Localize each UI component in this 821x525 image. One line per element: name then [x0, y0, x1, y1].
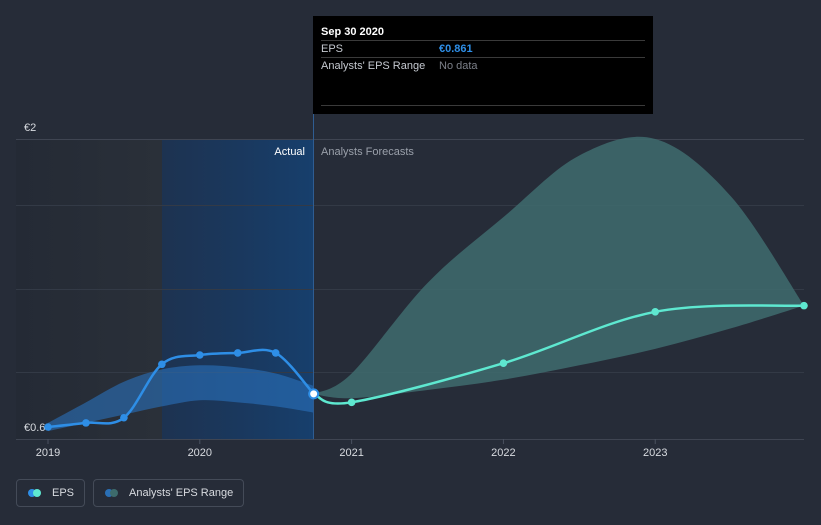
eps-range-past-area	[48, 365, 314, 432]
actual-section-label: Actual	[274, 146, 305, 158]
eps-forecast-point[interactable]	[800, 301, 808, 310]
eps-forecast-point[interactable]	[347, 398, 356, 407]
y-axis-max-label: €2	[24, 122, 36, 134]
forecast-section-label: Analysts Forecasts	[321, 146, 414, 158]
eps-tooltip: Sep 30 2020 EPS €0.861 Analysts' EPS Ran…	[313, 16, 653, 114]
x-tick-label: 2021	[339, 447, 363, 459]
tooltip-date: Sep 30 2020	[321, 26, 384, 38]
eps-forecast-point[interactable]	[651, 308, 660, 316]
tooltip-eps-value: €0.861	[439, 43, 473, 55]
x-tick-label: 2022	[491, 447, 515, 459]
tooltip-eps-label: EPS	[321, 43, 344, 55]
tooltip-divider	[321, 105, 645, 106]
eps-range-forecast-area	[313, 136, 804, 399]
eps-highlight-point[interactable]	[308, 388, 320, 400]
legend-range-label: Analysts' EPS Range	[129, 487, 234, 499]
eps-actual-point[interactable]	[82, 419, 90, 427]
eps-points	[44, 301, 808, 431]
eps-actual-point[interactable]	[44, 423, 52, 431]
legend-eps-toggle[interactable]: EPS	[16, 479, 86, 507]
eps-forecast-point[interactable]	[499, 359, 508, 368]
x-axis-ticks: 2019 2020 2021 2022 2023	[36, 439, 667, 459]
chart-legend: EPS Analysts' EPS Range	[16, 479, 245, 507]
x-tick-label: 2019	[36, 447, 60, 459]
tooltip-range-row: Analysts' EPS Range No data	[321, 57, 645, 74]
eps-actual-point[interactable]	[158, 360, 166, 369]
eps-legend-icon	[28, 489, 44, 497]
y-axis-min-label: €0.6	[24, 422, 45, 434]
range-legend-icon	[105, 489, 121, 497]
eps-actual-point[interactable]	[196, 351, 204, 359]
tooltip-range-label: Analysts' EPS Range	[321, 60, 426, 72]
eps-actual-point[interactable]	[271, 349, 280, 357]
x-tick-label: 2020	[188, 447, 212, 459]
legend-range-toggle[interactable]: Analysts' EPS Range	[93, 479, 245, 507]
eps-actual-point[interactable]	[120, 413, 128, 422]
eps-actual-point[interactable]	[233, 349, 242, 357]
tooltip-range-value: No data	[439, 60, 478, 72]
eps-actual-line	[47, 348, 315, 429]
legend-eps-label: EPS	[52, 487, 75, 499]
tooltip-eps-row: EPS €0.861	[321, 40, 645, 57]
x-tick-label: 2023	[643, 447, 667, 459]
